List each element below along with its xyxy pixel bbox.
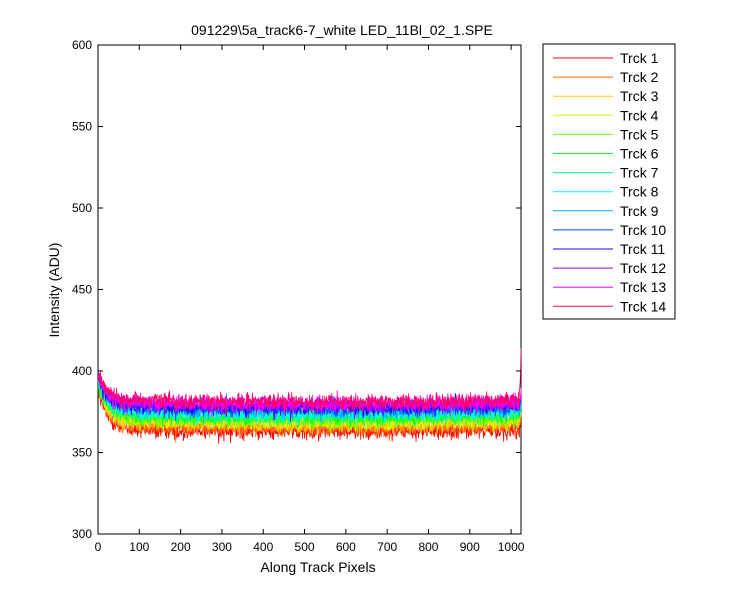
legend-label-1: Trck 1: [620, 50, 659, 66]
series-layer: [98, 347, 522, 444]
legend-label-8: Trck 8: [620, 184, 659, 200]
y-tick-label: 600: [72, 38, 92, 52]
y-tick-label: 350: [72, 446, 92, 460]
legend-box: [542, 43, 676, 320]
legend-label-14: Trck 14: [620, 298, 666, 314]
y-tick-label: 500: [72, 201, 92, 215]
x-tick-label: 800: [418, 540, 438, 554]
x-tick-label: 300: [212, 540, 232, 554]
axis-ticks: 0 100 200 300 400 500 600 700 800 900 1000 300 350 40…: [72, 38, 525, 554]
legend-label-11: Trck 11: [620, 241, 665, 257]
legend: Trck 1 Trck 2 Trck 3 Trck 4 Trck 5 Trck 6 Trck…: [542, 43, 676, 320]
series-line-14: [98, 347, 522, 416]
x-tick-label: 200: [171, 540, 191, 554]
legend-label-5: Trck 5: [620, 126, 659, 142]
legend-label-6: Trck 6: [620, 146, 659, 162]
x-tick-label: 700: [377, 540, 397, 554]
y-tick-label: 550: [72, 120, 92, 134]
x-tick-label: 100: [129, 540, 149, 554]
legend-label-13: Trck 13: [620, 279, 666, 295]
y-axis-label: Intensity (ADU): [46, 243, 62, 338]
y-tick-label: 450: [72, 283, 92, 297]
legend-label-9: Trck 9: [620, 203, 659, 219]
x-tick-label: 900: [460, 540, 480, 554]
plot-frame: [97, 44, 522, 535]
x-tick-label: 1000: [498, 540, 525, 554]
x-tick-label: 400: [253, 540, 273, 554]
x-tick-label: 500: [295, 540, 315, 554]
x-tick-label: 0: [95, 540, 102, 554]
y-tick-label: 300: [72, 527, 92, 541]
y-tick-label: 400: [72, 364, 92, 378]
x-tick-label: 600: [336, 540, 356, 554]
legend-label-3: Trck 3: [620, 88, 659, 104]
legend-label-2: Trck 2: [620, 69, 659, 85]
series-line-1: [98, 390, 522, 444]
plot-area: 0 100 200 300 400 500 600 700 800 900 1000 300 350 40…: [72, 38, 525, 554]
legend-label-10: Trck 10: [620, 222, 666, 238]
legend-label-12: Trck 12: [620, 260, 666, 276]
legend-items: Trck 1 Trck 2 Trck 3 Trck 4 Trck 5 Trck 6 Trck…: [553, 50, 666, 314]
legend-label-4: Trck 4: [620, 107, 659, 123]
legend-label-7: Trck 7: [620, 165, 659, 181]
chart-title: 091229\5a_track6-7_white LED_11Bl_02_1.S…: [191, 22, 493, 38]
x-axis-label: Along Track Pixels: [260, 559, 375, 575]
